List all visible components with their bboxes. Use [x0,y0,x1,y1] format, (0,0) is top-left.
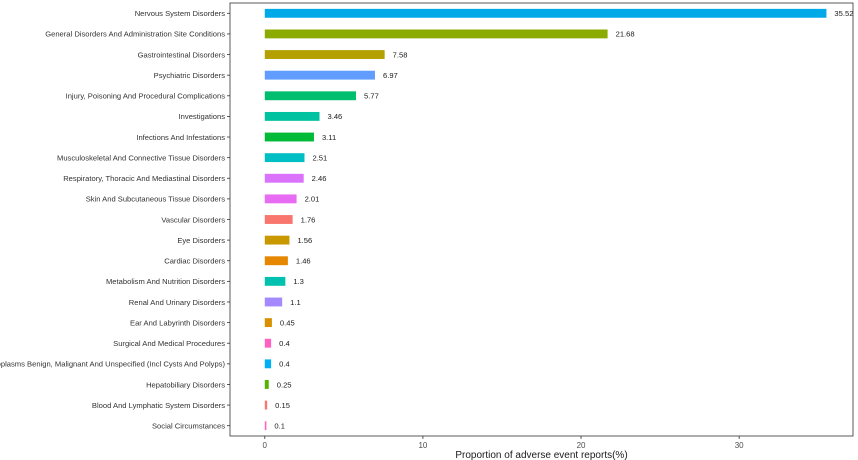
category-label: Surgical And Medical Procedures [113,339,225,348]
bar [264,421,267,431]
x-tick-label: 20 [577,441,586,450]
bar [264,153,305,163]
value-label: 21.68 [616,30,635,39]
category-label: Infections And Infestations [136,133,225,142]
category-label: Musculoskeletal And Connective Tissue Di… [57,153,225,162]
x-axis-title: Proportion of adverse event reports(%) [455,450,627,460]
bar [264,70,375,80]
value-label: 0.1 [274,421,285,430]
value-label: 2.51 [312,153,327,162]
category-label: General Disorders And Administration Sit… [45,30,225,39]
value-label: 7.58 [393,50,408,59]
bar [264,256,288,266]
value-label: 6.97 [383,71,398,80]
bar [264,297,283,307]
value-label: 1.3 [293,277,304,286]
x-tick-label: 30 [735,441,744,450]
bar [264,338,272,348]
value-label: 2.01 [305,195,320,204]
bar [264,111,320,121]
x-tick-label: 10 [418,441,427,450]
bar [264,50,385,59]
bar [264,235,290,245]
value-labels: 35.52 21.68 7.58 6.97 5.77 3.46 3.11 2.51 2.46 2.… [274,9,853,430]
category-label: Gastrointestinal Disorders [138,50,226,59]
value-label: 3.11 [322,133,336,142]
category-label: Psychiatric Disorders [154,71,226,80]
value-label: 1.1 [290,298,301,307]
category-label: Respiratory, Thoracic And Mediastinal Di… [63,174,225,183]
value-label: 1.76 [301,215,316,224]
bar [264,359,272,369]
value-label: 5.77 [364,92,379,101]
bar [264,380,269,389]
category-label: Vascular Disorders [161,215,225,224]
value-label: 0.4 [279,339,290,348]
category-label: Metabolism And Nutrition Disorders [106,277,225,286]
bar [264,8,827,18]
category-label: Skin And Subcutaneous Tissue Disorders [86,195,226,204]
bar [264,215,293,224]
category-label: Ear And Labyrinth Disorders [130,318,225,327]
category-label: Cardiac Disorders [164,257,225,266]
bar [264,400,268,410]
category-label: Social Circumstances [152,421,225,430]
value-label: 0.25 [277,380,292,389]
value-label: 1.56 [297,236,312,245]
category-label: Nervous System Disorders [135,9,226,18]
bar [264,91,357,101]
bar [264,318,272,328]
category-label: Eye Disorders [177,236,225,245]
category-label: Hepatobiliary Disorders [146,380,225,389]
bar [264,194,297,204]
bar [264,132,314,142]
value-label: 0.45 [280,318,295,327]
value-label: 0.4 [279,360,290,369]
x-tick-label: 0 [263,441,268,450]
bar [264,173,304,183]
category-label: Neoplasms Benign, Malignant And Unspecif… [0,360,225,369]
value-label: 2.46 [312,174,327,183]
category-label: Investigations [179,112,226,121]
plot-panel-border [229,2,854,437]
value-label: 3.46 [327,112,342,121]
bars [264,8,827,431]
x-axis-ticks: 0 10 20 30 [263,436,744,450]
value-label: 1.46 [296,257,311,266]
category-label: Blood And Lymphatic System Disorders [92,401,225,410]
bar [264,276,286,286]
category-labels: Nervous System Disorders General Disorder… [0,9,230,430]
category-label: Injury, Poisoning And Procedural Complic… [66,92,226,101]
bar [264,29,608,39]
value-label: 35.52 [834,9,853,18]
category-label: Renal And Urinary Disorders [129,298,225,307]
value-label: 0.15 [275,401,290,410]
